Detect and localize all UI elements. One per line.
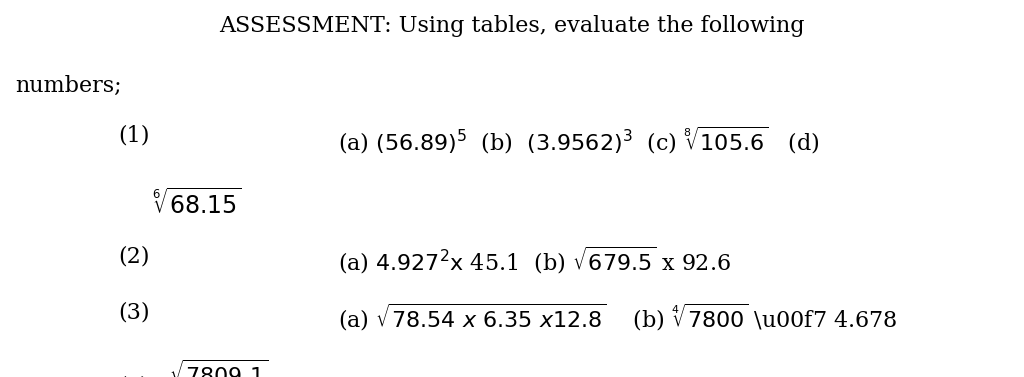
Text: (3): (3) [118, 302, 150, 323]
Text: (c) $\dfrac{\sqrt{7809.1}}{2.16\ x\ 4.24}$: (c) $\dfrac{\sqrt{7809.1}}{2.16\ x\ 4.24… [118, 358, 282, 377]
Text: $\sqrt[6]{68.15}$: $\sqrt[6]{68.15}$ [152, 188, 242, 219]
Text: (2): (2) [118, 245, 150, 267]
Text: ASSESSMENT: Using tables, evaluate the following: ASSESSMENT: Using tables, evaluate the f… [219, 15, 805, 37]
Text: numbers;: numbers; [15, 75, 122, 97]
Text: (a) $(56.89)^5$  (b)  $(3.9562)^3$  (c) $\sqrt[8]{105.6}$   (d): (a) $(56.89)^5$ (b) $(3.9562)^3$ (c) $\s… [338, 124, 819, 156]
Text: (a) $\sqrt{78.54\ x\ 6.35\ x12.8}$    (b) $\sqrt[4]{7800}$ \u00f7 4.678: (a) $\sqrt{78.54\ x\ 6.35\ x12.8}$ (b) $… [338, 302, 898, 333]
Text: (1): (1) [118, 124, 150, 146]
Text: (a) $4.927^2$$\mathrm{x}$ 45.1  (b) $\sqrt{679.5}$ x 92.6: (a) $4.927^2$$\mathrm{x}$ 45.1 (b) $\sqr… [338, 245, 731, 276]
